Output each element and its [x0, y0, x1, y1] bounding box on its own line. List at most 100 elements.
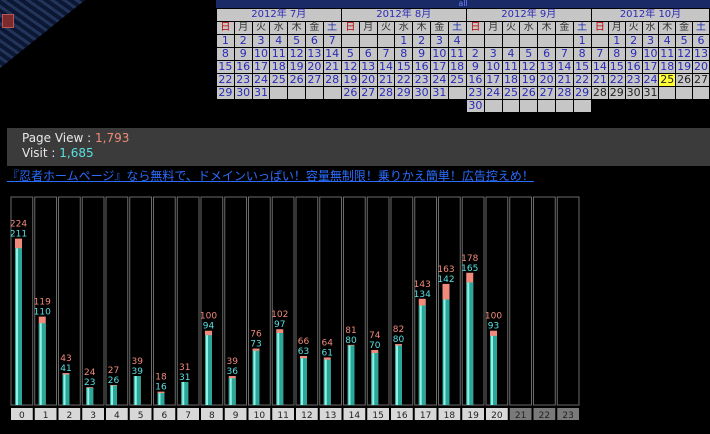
calendar-day[interactable]: 14	[554, 60, 574, 74]
calendar-day[interactable]: 25	[447, 73, 467, 87]
calendar-day[interactable]: 28	[591, 86, 609, 100]
calendar-day[interactable]: 11	[447, 47, 467, 61]
calendar-day[interactable]: 3	[483, 47, 503, 61]
calendar-day[interactable]: 29	[607, 86, 626, 100]
pageview-data-label: 64	[322, 338, 334, 348]
calendar-day[interactable]: 19	[287, 60, 306, 74]
calendar-day[interactable]: 2	[624, 34, 643, 48]
calendar-day[interactable]: 8	[607, 47, 626, 61]
calendar-day[interactable]: 7	[554, 47, 574, 61]
calendar-day[interactable]: 21	[591, 73, 609, 87]
calendar-day[interactable]: 27	[358, 86, 378, 100]
calendar-day[interactable]: 8	[572, 47, 592, 61]
calendar-day[interactable]: 13	[692, 47, 710, 61]
calendar-day[interactable]: 15	[607, 60, 626, 74]
hour-label-box	[391, 408, 413, 420]
hour-tick-label: 12	[301, 411, 312, 421]
calendar-day[interactable]: 21	[554, 73, 574, 87]
calendar-day[interactable]: 19	[519, 73, 539, 87]
calendar-day[interactable]: 14	[591, 60, 609, 74]
calendar-day[interactable]: 3	[251, 34, 271, 48]
calendar-day[interactable]: 23	[412, 73, 431, 87]
calendar-day[interactable]: 3	[641, 34, 660, 48]
calendar-day[interactable]: 21	[376, 73, 396, 87]
calendar-day[interactable]: 6	[358, 47, 378, 61]
weekday-header: 水	[269, 21, 289, 35]
calendar-day[interactable]: 12	[519, 60, 539, 74]
hour-label-box	[248, 408, 271, 420]
calendar-day[interactable]: 25	[269, 73, 289, 87]
weekday-header: 木	[287, 21, 306, 35]
visit-bar	[276, 332, 284, 405]
calendar-empty-cell	[537, 99, 556, 113]
hour-tick-label: 13	[325, 411, 336, 421]
calendar-day[interactable]: 7	[591, 47, 609, 61]
calendar-day[interactable]: 23	[233, 73, 253, 87]
visit-data-label: 61	[322, 348, 333, 358]
calendar-day[interactable]: 6	[537, 47, 556, 61]
calendar-day[interactable]: 20	[304, 60, 324, 74]
calendar-day[interactable]: 26	[287, 73, 306, 87]
calendar-day[interactable]: 4	[269, 34, 289, 48]
hour-tick-label: 14	[349, 411, 361, 421]
calendar-day[interactable]: 31	[251, 86, 271, 100]
calendar-day[interactable]: 28	[376, 86, 396, 100]
ad-link[interactable]: 『忍者ホームページ』なら無料で、ドメインいっぱい！容量無制限！乗りかえ簡単！広告…	[7, 169, 534, 183]
calendar-day[interactable]: 30	[412, 86, 431, 100]
calendar-day[interactable]: 30	[466, 99, 485, 113]
calendar-empty-cell	[341, 34, 360, 48]
hour-tick-label: 19	[467, 411, 479, 421]
calendar-day[interactable]: 17	[251, 60, 271, 74]
calendar-day[interactable]: 16	[233, 60, 253, 74]
calendar-day[interactable]: 12	[675, 47, 694, 61]
calendar-day[interactable]: 17	[641, 60, 660, 74]
calendar-day[interactable]: 30	[624, 86, 643, 100]
calendar-day[interactable]: 27	[537, 86, 556, 100]
calendar-day[interactable]: 15	[216, 60, 235, 74]
calendar-day[interactable]: 26	[341, 86, 360, 100]
calendar-day[interactable]: 26	[519, 86, 539, 100]
calendar-day[interactable]: 5	[675, 34, 694, 48]
calendar-day[interactable]: 22	[572, 73, 592, 87]
calendar-day[interactable]: 2	[412, 34, 431, 48]
calendar-day[interactable]: 17	[483, 73, 503, 87]
hour-tick-label: 1	[43, 411, 49, 421]
calendar-day[interactable]: 15	[394, 60, 414, 74]
calendar-day[interactable]: 23	[624, 73, 643, 87]
hour-label-box	[462, 408, 484, 420]
calendar-empty-cell	[554, 99, 574, 113]
calendar-day[interactable]: 31	[641, 86, 660, 100]
calendar-day[interactable]: 7	[322, 34, 342, 48]
hour-tick-label: 17	[420, 411, 431, 421]
calendar-day[interactable]: 10	[483, 60, 503, 74]
calendar-day[interactable]: 8	[394, 47, 414, 61]
calendar-day[interactable]: 6	[692, 34, 710, 48]
calendar-day[interactable]: 16	[466, 73, 485, 87]
calendar-day[interactable]: 29	[216, 86, 235, 100]
calendar-day[interactable]: 22	[394, 73, 414, 87]
hour-label-box	[82, 408, 104, 420]
calendar-day[interactable]: 10	[251, 47, 271, 61]
hour-tick-label: 18	[444, 411, 456, 421]
calendar-all-link[interactable]: all	[216, 0, 710, 8]
calendar-day[interactable]: 27	[692, 73, 710, 87]
calendar-day[interactable]: 5	[341, 47, 360, 61]
calendar-day[interactable]: 19	[675, 60, 694, 74]
calendar-day[interactable]: 28	[322, 73, 342, 87]
pageview-data-label: 100	[485, 312, 502, 322]
visit-data-label: 211	[10, 230, 27, 240]
calendar-day[interactable]: 8	[216, 47, 235, 61]
calendar-day[interactable]: 23	[466, 86, 485, 100]
calendar-day[interactable]: 21	[322, 60, 342, 74]
calendar-day[interactable]: 15	[572, 60, 592, 74]
calendar-day[interactable]: 11	[501, 60, 521, 74]
calendar-day[interactable]: 4	[447, 34, 467, 48]
calendar-day[interactable]: 1	[394, 34, 414, 48]
visit-data-label: 110	[34, 308, 51, 318]
calendar-day[interactable]: 19	[341, 73, 360, 87]
calendar-day[interactable]: 13	[304, 47, 324, 61]
visit-bar	[157, 393, 165, 405]
calendar-day[interactable]: 13	[358, 60, 378, 74]
calendar-day[interactable]: 2	[233, 34, 253, 48]
visit-bar-highlight	[301, 358, 303, 405]
